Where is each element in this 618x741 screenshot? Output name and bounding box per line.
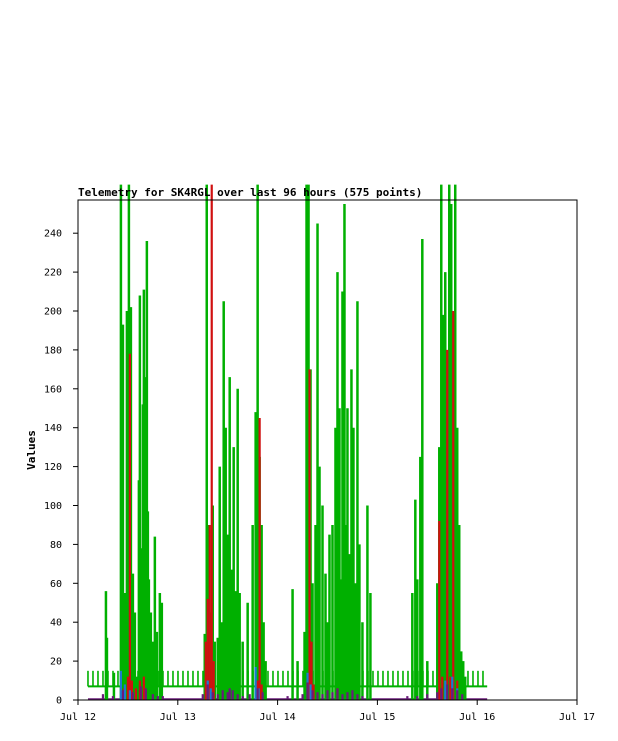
data-marks (87, 184, 488, 700)
y-tick-label: 220 (44, 268, 62, 279)
y-tick-label: 140 (44, 423, 62, 434)
axes: 0 20 40 60 80 100 120 140 160 180 200 220 240 Jul 12 J… (44, 229, 595, 723)
plot-area-border (77, 199, 578, 701)
y-tick-label: 160 (44, 384, 62, 395)
x-tick-label: Jul 15 (359, 712, 395, 723)
y-tick-label: 20 (50, 657, 62, 668)
x-tick-label: Jul 17 (559, 712, 595, 723)
y-tick-label: 120 (44, 462, 62, 473)
y-tick-label: 200 (44, 307, 62, 318)
y-tick-label: 100 (44, 501, 62, 512)
chart-title: Telemetry for SK4RGL over last 96 hours … (78, 186, 422, 199)
y-tick-label: 180 (44, 345, 62, 356)
x-tick-label: Jul 13 (160, 712, 196, 723)
y-tick-label: 40 (50, 618, 62, 629)
y-tick-label: 0 (56, 696, 62, 707)
y-tick-label: 240 (44, 229, 62, 240)
y-tick-label: 60 (50, 579, 62, 590)
y-axis-label: Values (25, 430, 38, 470)
x-tick-label: Jul 14 (260, 712, 296, 723)
x-tick-label: Jul 16 (459, 712, 495, 723)
y-tick-label: 80 (50, 540, 62, 551)
x-tick-label: Jul 12 (60, 712, 96, 723)
